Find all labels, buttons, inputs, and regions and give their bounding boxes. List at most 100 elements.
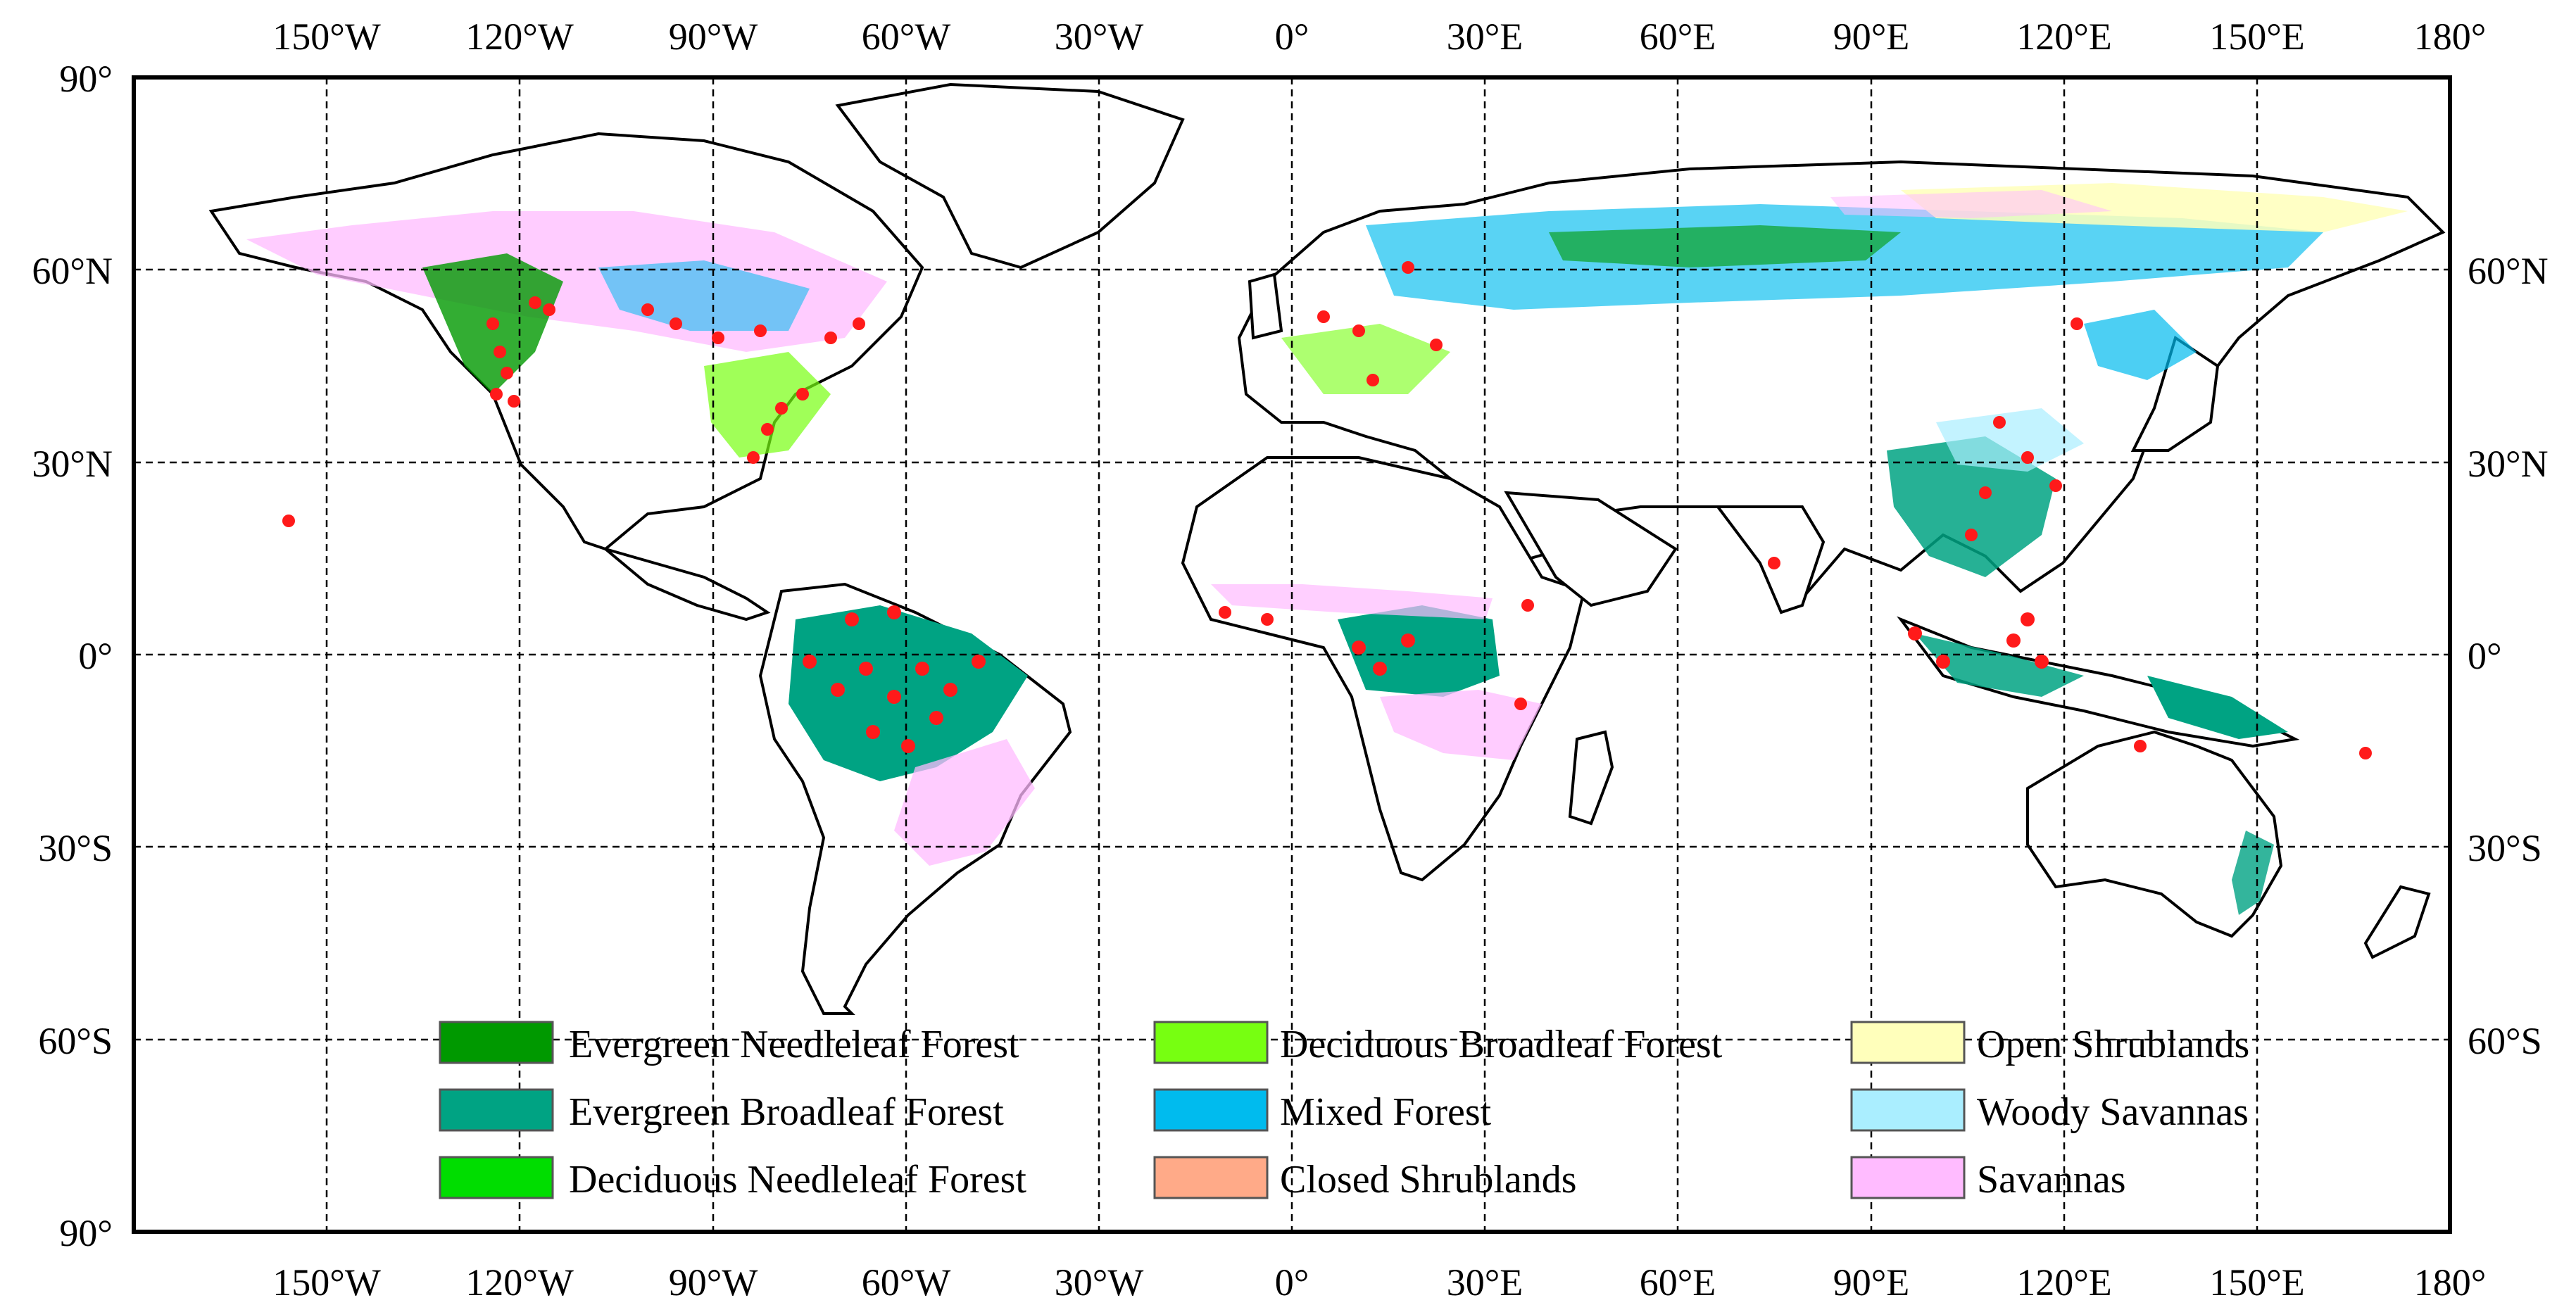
site-marker: [494, 346, 506, 358]
site-marker: [915, 662, 929, 676]
site-marker: [1936, 655, 1950, 669]
site-marker: [529, 296, 541, 309]
island-madagascar: [1568, 730, 1614, 826]
site-marker: [853, 317, 865, 330]
left-axis-labels: 90° 60°N 30°N 0° 30°S 60°S 90°: [32, 58, 113, 1254]
site-marker: [754, 324, 767, 337]
region-arabia: [1504, 491, 1678, 607]
tick-label: 60°W: [862, 15, 951, 58]
legend-label: Deciduous Broadleaf Forest: [1280, 1023, 1723, 1066]
site-marker: [2021, 451, 2034, 464]
map-frame: [132, 75, 2452, 1234]
site-marker: [775, 402, 788, 415]
veg-woody-savannas-china: [1936, 408, 2084, 472]
legend-label: Evergreen Needleleaf Forest: [569, 1023, 1019, 1066]
site-marker: [282, 515, 295, 527]
veg-deciduous-broadleaf-europe: [1281, 324, 1450, 394]
continent-australia: [2026, 730, 2283, 938]
site-marker: [796, 388, 809, 400]
legend-swatch: [1850, 1088, 1966, 1132]
tick-label: 60°S: [38, 1020, 113, 1062]
tick-label: 180°: [2414, 1261, 2487, 1304]
site-marker: [712, 332, 724, 344]
tick-label: 90°E: [1833, 1261, 1910, 1304]
tick-label: 150°W: [272, 15, 381, 58]
site-marker: [670, 317, 682, 330]
tick-label: 30°N: [2468, 443, 2549, 485]
tick-label: 0°: [78, 635, 113, 677]
tick-label: 120°W: [465, 15, 574, 58]
site-marker: [2035, 655, 2049, 669]
legend-label: Woody Savannas: [1977, 1090, 2249, 1134]
site-marker: [2134, 740, 2147, 752]
bottom-axis-labels: 150°W 120°W 90°W 60°W 30°W 0° 30°E 60°E …: [272, 1261, 2486, 1304]
site-marker: [2006, 633, 2021, 648]
site-marker: [2359, 747, 2372, 759]
site-marker: [887, 690, 901, 704]
site-marker: [824, 332, 837, 344]
tick-label: 30°W: [1055, 1261, 1144, 1304]
site-marker: [2021, 612, 2035, 626]
site-marker: [901, 739, 915, 753]
site-marker: [1979, 486, 1992, 499]
tick-label: 30°E: [1447, 15, 1523, 58]
tick-label: 120°E: [2016, 1261, 2112, 1304]
legend-swatch: [1153, 1021, 1269, 1064]
site-marker: [490, 388, 503, 400]
site-marker: [887, 605, 901, 619]
site-marker: [1521, 599, 1534, 612]
legend-label: Closed Shrublands: [1280, 1158, 1577, 1201]
site-marker: [1768, 557, 1780, 569]
island-new-zealand: [2363, 885, 2431, 959]
tick-label: 30°W: [1055, 15, 1144, 58]
legend-swatch: [1153, 1156, 1269, 1199]
tick-label: 90°: [59, 1212, 113, 1254]
legend-swatch: [439, 1088, 554, 1132]
site-marker: [943, 683, 957, 697]
veg-evergreen-broadleaf-indonesia: [1915, 633, 2084, 697]
veg-evergreen-broadleaf-se-asia: [1887, 436, 2056, 577]
site-marker: [1908, 626, 1922, 641]
site-marker: [761, 423, 774, 436]
tick-label: 30°S: [2468, 827, 2542, 869]
site-marker: [1430, 339, 1443, 351]
tick-label: 60°W: [862, 1261, 951, 1304]
site-marker: [929, 711, 943, 725]
tick-label: 0°: [1275, 15, 1309, 58]
veg-evergreen-needleleaf-siberia: [1549, 225, 1901, 267]
legend-swatch: [439, 1156, 554, 1199]
legend-swatch: [1153, 1088, 1269, 1132]
site-marker: [1352, 641, 1366, 655]
site-marker: [1401, 633, 1415, 648]
site-marker: [1317, 310, 1330, 323]
legend: Evergreen Needleleaf Forest Evergreen Br…: [439, 1021, 2249, 1201]
tick-label: 30°N: [32, 443, 113, 485]
island-japan: [2130, 335, 2220, 452]
legend-label: Evergreen Broadleaf Forest: [569, 1090, 1004, 1134]
tick-label: 60°E: [1640, 15, 1716, 58]
veg-mixed-forest-east-asia: [2084, 310, 2197, 380]
site-marker: [1219, 606, 1231, 619]
tick-label: 90°W: [669, 1261, 758, 1304]
legend-swatch: [1850, 1156, 1966, 1199]
site-marker: [501, 367, 513, 379]
site-marker: [1366, 374, 1379, 386]
landmass-greenland: [835, 82, 1185, 270]
tick-label: 30°S: [38, 827, 113, 869]
site-markers: [282, 261, 2372, 759]
tick-label: 60°N: [2468, 250, 2549, 292]
site-marker: [1373, 662, 1387, 676]
site-marker: [1352, 324, 1365, 337]
veg-savannas-west-africa: [1211, 584, 1493, 619]
tick-label: 90°E: [1833, 15, 1910, 58]
legend-swatch: [1850, 1021, 1966, 1064]
site-marker: [508, 395, 520, 408]
legend-label: Deciduous Needleleaf Forest: [569, 1158, 1026, 1201]
tick-label: 120°E: [2016, 15, 2112, 58]
tick-label: 0°: [2468, 635, 2502, 677]
site-marker: [859, 662, 873, 676]
tick-label: 150°E: [2209, 1261, 2305, 1304]
site-marker: [1402, 261, 1414, 274]
region-central-america: [604, 548, 771, 622]
island-great-britain: [1248, 272, 1283, 340]
